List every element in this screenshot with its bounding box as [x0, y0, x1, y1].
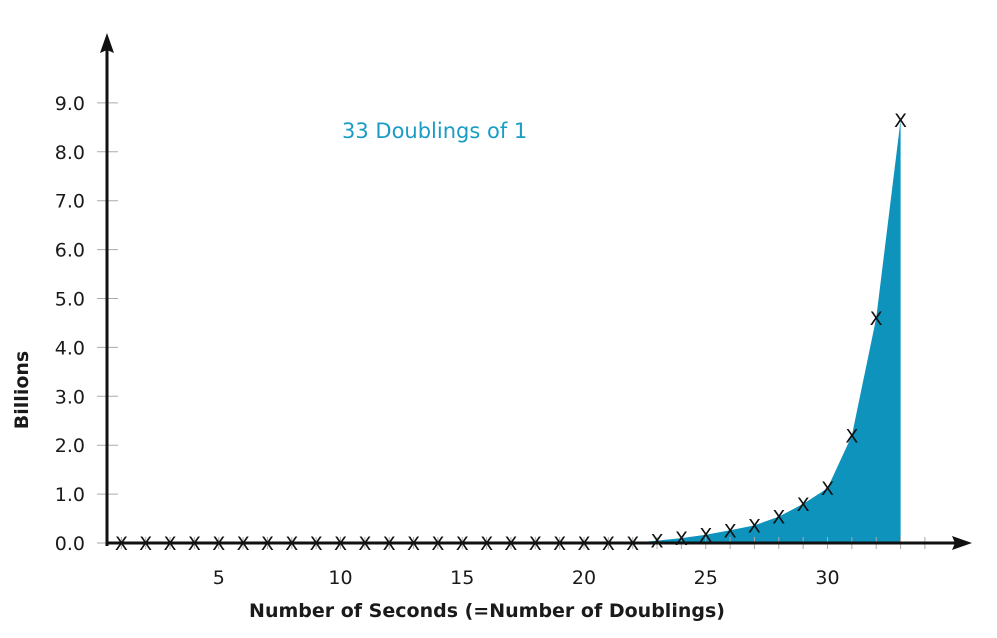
y-tick-labels: 0.0 1.0 2.0 3.0 4.0 5.0 6.0 7.0 8.0 9.0	[55, 93, 85, 555]
y-tick-label: 5.0	[55, 289, 85, 311]
chart-title: 33 Doublings of 1	[342, 119, 527, 143]
x-axis-arrow	[952, 536, 972, 550]
x-tick-label: 15	[450, 567, 474, 589]
area-fill	[121, 120, 901, 543]
data-point-marker: X	[870, 308, 883, 330]
y-tick-label: 9.0	[55, 93, 85, 115]
data-point-marker: X	[748, 515, 761, 537]
y-tick-label: 3.0	[55, 386, 85, 408]
data-point-marker: X	[699, 525, 712, 547]
data-point-marker: X	[821, 478, 834, 500]
x-tick-labels: 5 10 15 20 25 30	[213, 567, 840, 589]
y-tick-label: 8.0	[55, 142, 85, 164]
y-tick-label: 2.0	[55, 435, 85, 457]
data-point-marker: X	[772, 507, 785, 529]
data-point-marker: X	[797, 494, 810, 516]
y-axis-arrow	[100, 33, 114, 53]
x-tick-label: 30	[815, 567, 839, 589]
x-tick-label: 25	[694, 567, 718, 589]
y-tick-label: 4.0	[55, 337, 85, 359]
x-tick-label: 10	[328, 567, 352, 589]
data-markers: XXXXXXXXXXXXXXXXXXXXXXXXXXXXXXXXX	[115, 110, 907, 555]
x-axis-title: Number of Seconds (=Number of Doublings)	[249, 600, 725, 622]
y-tick-label: 0.0	[55, 533, 85, 555]
data-point-marker: X	[724, 520, 737, 542]
y-axis-title: Billions	[11, 351, 33, 429]
x-tick-label: 5	[213, 567, 225, 589]
x-tick-label: 20	[572, 567, 596, 589]
y-tick-label: 7.0	[55, 191, 85, 213]
y-tick-label: 1.0	[55, 484, 85, 506]
data-point-marker: X	[675, 528, 688, 550]
data-point-marker: X	[845, 425, 858, 447]
y-tick-label: 6.0	[55, 240, 85, 262]
data-point-marker: X	[894, 110, 907, 132]
